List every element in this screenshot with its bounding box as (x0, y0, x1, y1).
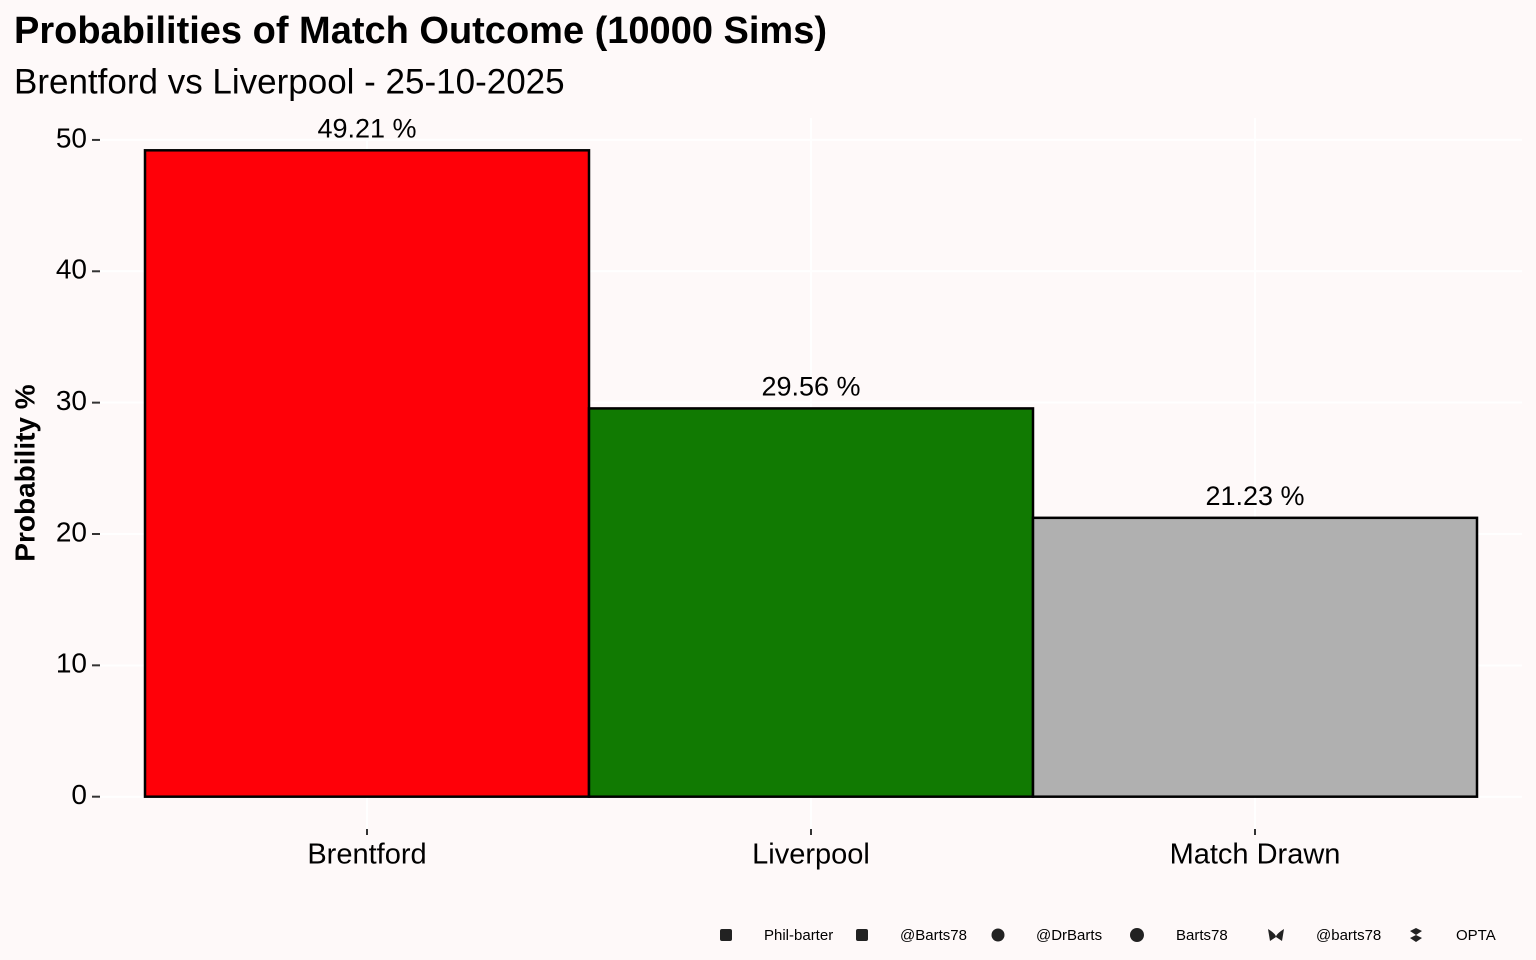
footer-text: @DrBarts (1036, 927, 1102, 944)
x-tick-label: Brentford (307, 839, 426, 871)
value-label: 49.21 % (317, 113, 416, 143)
github-icon (1130, 928, 1144, 942)
bar (1031, 516, 1479, 798)
y-tick-label: 10 (56, 648, 87, 679)
y-tick-label: 20 (56, 516, 87, 547)
mastodon-icon (991, 928, 1005, 942)
chart-subtitle: Brentford vs Liverpool - 25-10-2025 (14, 62, 565, 101)
y-axis-label: Probability % (9, 384, 40, 561)
bluesky-icon (1268, 929, 1284, 941)
footer-text: @barts78 (1316, 927, 1381, 944)
x-icon (856, 929, 868, 941)
y-tick-label: 30 (56, 385, 87, 416)
value-label: 21.23 % (1205, 481, 1304, 511)
y-tick-label: 50 (56, 122, 87, 153)
footer-icons (720, 928, 1422, 942)
footer-text: Barts78 (1176, 927, 1228, 944)
y-tick-label: 40 (56, 254, 87, 285)
footer-text: @Barts78 (900, 927, 967, 944)
linkedin-icon (720, 929, 732, 941)
footer-text: OPTA (1456, 927, 1496, 944)
bar (587, 407, 1035, 798)
y-tick-label: 0 (71, 779, 87, 810)
x-tick-label: Match Drawn (1170, 839, 1341, 871)
bar (143, 149, 591, 798)
x-tick-label: Liverpool (752, 839, 870, 871)
value-label: 29.56 % (761, 372, 860, 402)
footer-text: Phil-barter (764, 927, 833, 944)
chart-title: Probabilities of Match Outcome (10000 Si… (14, 10, 827, 52)
dropbox-icon (1410, 928, 1422, 942)
